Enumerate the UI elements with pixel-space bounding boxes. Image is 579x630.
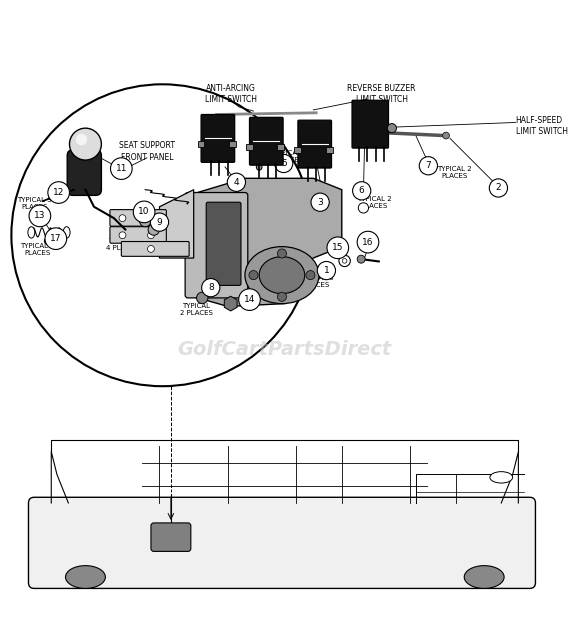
Circle shape bbox=[111, 158, 132, 180]
Text: TYPICAL 2
PLACES: TYPICAL 2 PLACES bbox=[437, 166, 472, 179]
Circle shape bbox=[489, 179, 508, 197]
Ellipse shape bbox=[490, 472, 512, 483]
Circle shape bbox=[151, 213, 168, 231]
Circle shape bbox=[148, 224, 159, 235]
Text: 11: 11 bbox=[116, 164, 127, 173]
Text: 9: 9 bbox=[157, 217, 162, 227]
Text: 6: 6 bbox=[359, 186, 365, 195]
Polygon shape bbox=[224, 296, 237, 311]
Circle shape bbox=[387, 123, 397, 133]
Circle shape bbox=[201, 278, 220, 297]
FancyBboxPatch shape bbox=[122, 241, 189, 256]
Ellipse shape bbox=[63, 227, 70, 238]
Circle shape bbox=[148, 232, 155, 239]
Circle shape bbox=[239, 289, 261, 311]
Text: 13: 13 bbox=[34, 212, 46, 220]
Text: HALF-SPEED
LIMIT SWITCH: HALF-SPEED LIMIT SWITCH bbox=[515, 116, 567, 136]
Text: ANTI-ARCING
LIMIT SWITCH: ANTI-ARCING LIMIT SWITCH bbox=[205, 84, 256, 104]
Circle shape bbox=[228, 173, 245, 192]
Circle shape bbox=[419, 157, 438, 175]
Text: TYPICAL 3
PLACES: TYPICAL 3 PLACES bbox=[17, 197, 52, 210]
Bar bbox=[326, 147, 333, 152]
Circle shape bbox=[148, 246, 155, 253]
Circle shape bbox=[317, 261, 335, 280]
FancyBboxPatch shape bbox=[298, 120, 332, 168]
Bar bbox=[295, 147, 301, 152]
Circle shape bbox=[133, 201, 155, 223]
Circle shape bbox=[119, 232, 126, 239]
Circle shape bbox=[45, 228, 67, 249]
Ellipse shape bbox=[259, 256, 305, 294]
FancyBboxPatch shape bbox=[28, 497, 536, 588]
Text: 3: 3 bbox=[317, 198, 323, 207]
Text: TYPICAL
2 PLACES: TYPICAL 2 PLACES bbox=[180, 303, 213, 316]
Bar bbox=[246, 144, 253, 150]
Circle shape bbox=[76, 134, 87, 146]
Text: 5: 5 bbox=[281, 159, 287, 168]
Ellipse shape bbox=[464, 566, 504, 588]
Text: TYPICAL 3
PLACES: TYPICAL 3 PLACES bbox=[20, 243, 54, 256]
Bar bbox=[229, 141, 236, 147]
FancyBboxPatch shape bbox=[110, 210, 166, 226]
Circle shape bbox=[357, 231, 379, 253]
Circle shape bbox=[249, 270, 258, 280]
Circle shape bbox=[277, 249, 287, 258]
Text: TYPICAL 2
PLACES: TYPICAL 2 PLACES bbox=[273, 149, 308, 163]
Bar bbox=[277, 144, 284, 150]
Circle shape bbox=[353, 181, 371, 200]
Text: REVERSE BUZZER
LIMIT SWITCH: REVERSE BUZZER LIMIT SWITCH bbox=[347, 84, 416, 104]
Circle shape bbox=[48, 181, 69, 203]
Ellipse shape bbox=[256, 163, 262, 170]
Text: TYPICAL
4 PLACES: TYPICAL 4 PLACES bbox=[106, 238, 139, 251]
FancyBboxPatch shape bbox=[201, 115, 234, 163]
Ellipse shape bbox=[245, 246, 319, 304]
Ellipse shape bbox=[65, 566, 105, 588]
Text: TYPICAL 3
PLACES: TYPICAL 3 PLACES bbox=[299, 275, 334, 289]
Circle shape bbox=[306, 270, 315, 280]
Ellipse shape bbox=[28, 227, 35, 238]
Text: 16: 16 bbox=[362, 238, 373, 246]
Circle shape bbox=[311, 193, 329, 211]
Circle shape bbox=[442, 132, 449, 139]
Circle shape bbox=[274, 154, 293, 173]
Circle shape bbox=[140, 215, 151, 227]
Text: 12: 12 bbox=[53, 188, 64, 197]
Text: 17: 17 bbox=[50, 234, 61, 243]
Text: 4: 4 bbox=[233, 178, 239, 186]
Circle shape bbox=[29, 205, 51, 227]
Text: 8: 8 bbox=[208, 283, 214, 292]
Text: 7: 7 bbox=[426, 161, 431, 170]
Polygon shape bbox=[188, 178, 342, 306]
Circle shape bbox=[339, 255, 350, 266]
Text: 14: 14 bbox=[244, 295, 255, 304]
Circle shape bbox=[327, 237, 349, 258]
Circle shape bbox=[196, 292, 208, 304]
Text: 2: 2 bbox=[496, 183, 501, 193]
Polygon shape bbox=[159, 190, 193, 258]
Ellipse shape bbox=[47, 239, 52, 243]
Text: GolfCartPartsDirect: GolfCartPartsDirect bbox=[178, 340, 392, 358]
FancyBboxPatch shape bbox=[185, 193, 248, 298]
FancyBboxPatch shape bbox=[67, 150, 101, 195]
Text: SEAT SUPPORT
FRONT PANEL: SEAT SUPPORT FRONT PANEL bbox=[119, 142, 175, 161]
FancyBboxPatch shape bbox=[250, 117, 283, 165]
Circle shape bbox=[342, 258, 347, 263]
Circle shape bbox=[358, 203, 369, 213]
Ellipse shape bbox=[45, 237, 54, 245]
Circle shape bbox=[119, 215, 126, 222]
Circle shape bbox=[69, 128, 101, 160]
FancyBboxPatch shape bbox=[206, 202, 241, 285]
Text: 15: 15 bbox=[332, 243, 343, 252]
Circle shape bbox=[148, 215, 155, 222]
Circle shape bbox=[277, 292, 287, 301]
FancyBboxPatch shape bbox=[110, 227, 166, 243]
FancyBboxPatch shape bbox=[352, 100, 389, 148]
Text: 10: 10 bbox=[138, 207, 150, 216]
Text: 1: 1 bbox=[324, 266, 329, 275]
FancyBboxPatch shape bbox=[151, 523, 191, 551]
Text: TYPICAL 2
PLACES: TYPICAL 2 PLACES bbox=[357, 197, 392, 209]
Bar bbox=[197, 141, 204, 147]
Circle shape bbox=[357, 255, 365, 263]
